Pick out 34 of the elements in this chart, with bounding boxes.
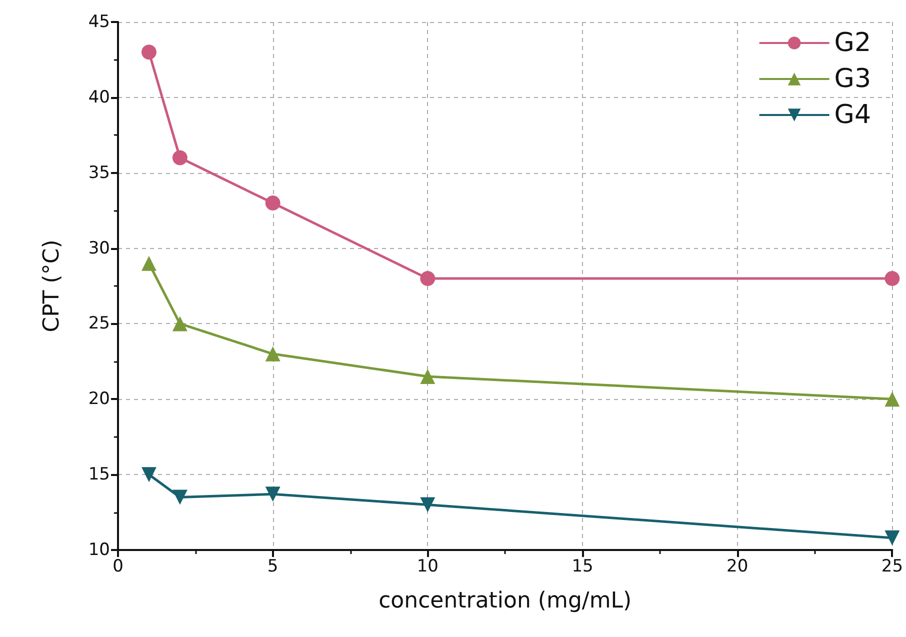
point — [172, 316, 188, 332]
y-axis-title: CPT (°C) — [40, 240, 64, 332]
y-tick-label: 20 — [88, 389, 110, 410]
y-tick-label: 40 — [88, 87, 110, 108]
point — [141, 467, 156, 482]
y-tick-label: 45 — [88, 12, 110, 32]
legend-label: G4 — [834, 100, 872, 130]
point — [172, 150, 188, 166]
x-axis-title: concentration (mg/mL) — [378, 588, 632, 614]
point — [265, 486, 280, 502]
point — [265, 196, 280, 211]
point — [141, 44, 156, 60]
point — [884, 270, 900, 286]
x-tick-label: 10 — [416, 556, 438, 576]
x-tick-label: 25 — [881, 556, 904, 576]
point — [172, 490, 188, 505]
point — [420, 497, 436, 512]
legend-label: G2 — [834, 28, 872, 58]
point — [141, 256, 156, 271]
x-tick-label: 0 — [112, 556, 124, 576]
point — [420, 369, 436, 384]
y-tick-label: 25 — [88, 314, 110, 334]
x-tick-label: 5 — [267, 556, 278, 576]
y-tick-label: 30 — [88, 238, 110, 258]
legend-label: G3 — [834, 64, 872, 94]
y-tick-label: 10 — [88, 540, 110, 560]
point — [884, 530, 900, 546]
x-tick-label: 15 — [572, 556, 594, 576]
y-tick-label: 35 — [88, 162, 110, 183]
point — [884, 392, 900, 407]
x-tick-label: 20 — [726, 556, 748, 576]
point — [420, 270, 436, 286]
point — [265, 346, 280, 362]
y-tick-label: 15 — [88, 464, 110, 485]
